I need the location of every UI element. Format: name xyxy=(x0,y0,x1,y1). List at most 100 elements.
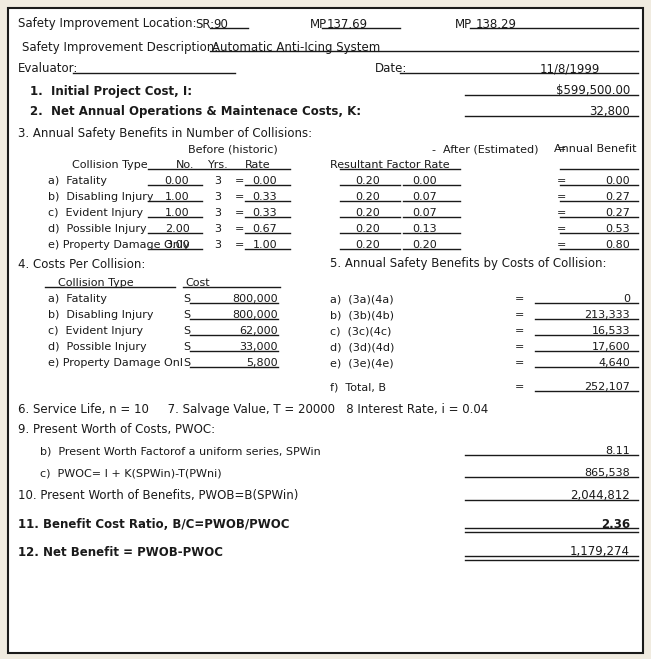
Text: =: = xyxy=(557,192,566,202)
Text: =: = xyxy=(516,342,525,352)
Text: 3. Annual Safety Benefits in Number of Collisions:: 3. Annual Safety Benefits in Number of C… xyxy=(18,127,312,140)
Text: Annual Benefit: Annual Benefit xyxy=(554,144,636,154)
Text: Collision Type: Collision Type xyxy=(72,160,148,170)
Text: b)  Present Worth Factorof a uniform series, SPWin: b) Present Worth Factorof a uniform seri… xyxy=(40,446,321,456)
Text: =: = xyxy=(516,382,525,392)
Text: 2.  Net Annual Operations & Maintenace Costs, K:: 2. Net Annual Operations & Maintenace Co… xyxy=(30,105,361,119)
Text: S: S xyxy=(183,342,190,352)
Text: =: = xyxy=(516,326,525,336)
Text: 9. Present Worth of Costs, PWOC:: 9. Present Worth of Costs, PWOC: xyxy=(18,424,215,436)
Text: b)  Disabling Injury: b) Disabling Injury xyxy=(48,192,154,202)
Text: =: = xyxy=(516,294,525,304)
Text: =: = xyxy=(557,208,566,218)
Text: MP: MP xyxy=(310,18,327,30)
Text: d)  Possible Injury: d) Possible Injury xyxy=(48,342,146,352)
Text: b)  (3b)(4b): b) (3b)(4b) xyxy=(330,310,394,320)
Text: 0.13: 0.13 xyxy=(413,224,437,234)
Text: 1.  Initial Project Cost, I:: 1. Initial Project Cost, I: xyxy=(30,84,192,98)
Text: Date:: Date: xyxy=(375,63,408,76)
Text: b)  Disabling Injury: b) Disabling Injury xyxy=(48,310,154,320)
Text: SR:: SR: xyxy=(195,18,214,30)
Text: 5. Annual Safety Benefits by Costs of Collision:: 5. Annual Safety Benefits by Costs of Co… xyxy=(330,258,607,270)
Text: 2,044,812: 2,044,812 xyxy=(570,490,630,503)
Text: 11/8/1999: 11/8/1999 xyxy=(540,63,600,76)
Text: e) Property Damage Only: e) Property Damage Only xyxy=(48,240,189,250)
Text: c)  PWOC= I + K(SPWin)-T(PWni): c) PWOC= I + K(SPWin)-T(PWni) xyxy=(40,468,221,478)
Text: -  After (Estimated): - After (Estimated) xyxy=(432,144,538,154)
Text: 213,333: 213,333 xyxy=(585,310,630,320)
Text: =: = xyxy=(557,144,566,154)
Text: 0.07: 0.07 xyxy=(413,192,437,202)
Text: 0.20: 0.20 xyxy=(355,240,380,250)
Text: $599,500.00: $599,500.00 xyxy=(556,84,630,98)
Text: S: S xyxy=(183,294,190,304)
Text: 0.20: 0.20 xyxy=(355,192,380,202)
Text: c)  (3c)(4c): c) (3c)(4c) xyxy=(330,326,391,336)
Text: MP: MP xyxy=(455,18,472,30)
Text: 62,000: 62,000 xyxy=(240,326,278,336)
Text: =: = xyxy=(235,208,245,218)
Text: 0.00: 0.00 xyxy=(605,176,630,186)
Text: 17,600: 17,600 xyxy=(591,342,630,352)
Text: 0.00: 0.00 xyxy=(165,176,189,186)
Text: 12. Net Benefit = PWOB-PWOC: 12. Net Benefit = PWOB-PWOC xyxy=(18,546,223,558)
Text: a)  (3a)(4a): a) (3a)(4a) xyxy=(330,294,394,304)
Text: =: = xyxy=(235,240,245,250)
FancyBboxPatch shape xyxy=(8,8,643,653)
Text: 252,107: 252,107 xyxy=(584,382,630,392)
Text: 1.00: 1.00 xyxy=(165,208,189,218)
Text: 865,538: 865,538 xyxy=(584,468,630,478)
Text: No.: No. xyxy=(176,160,194,170)
Text: Resultant Factor Rate: Resultant Factor Rate xyxy=(330,160,450,170)
Text: 8.11: 8.11 xyxy=(605,446,630,456)
Text: 138.29: 138.29 xyxy=(476,18,517,30)
Text: 0.00: 0.00 xyxy=(253,176,277,186)
Text: S: S xyxy=(183,358,190,368)
Text: Before (historic): Before (historic) xyxy=(188,144,278,154)
Text: =: = xyxy=(557,240,566,250)
Text: Automatic Anti-Icing System: Automatic Anti-Icing System xyxy=(212,40,380,53)
Text: 0.67: 0.67 xyxy=(253,224,277,234)
Text: 0.20: 0.20 xyxy=(355,224,380,234)
Text: 16,533: 16,533 xyxy=(592,326,630,336)
Text: Collision Type: Collision Type xyxy=(58,278,133,288)
Text: Safety Improvement Location:: Safety Improvement Location: xyxy=(18,18,197,30)
Text: S: S xyxy=(183,326,190,336)
Text: 3: 3 xyxy=(214,240,221,250)
Text: 0.20: 0.20 xyxy=(413,240,437,250)
Text: 0.33: 0.33 xyxy=(253,192,277,202)
Text: 0.27: 0.27 xyxy=(605,208,630,218)
Text: 800,000: 800,000 xyxy=(232,310,278,320)
Text: 4. Costs Per Collision:: 4. Costs Per Collision: xyxy=(18,258,145,270)
Text: 3: 3 xyxy=(214,192,221,202)
Text: 1.00: 1.00 xyxy=(253,240,277,250)
Text: S: S xyxy=(183,310,190,320)
Text: 0.00: 0.00 xyxy=(413,176,437,186)
Text: d)  (3d)(4d): d) (3d)(4d) xyxy=(330,342,395,352)
Text: 0.80: 0.80 xyxy=(605,240,630,250)
Text: e)  (3e)(4e): e) (3e)(4e) xyxy=(330,358,394,368)
Text: 10. Present Worth of Benefits, PWOB=B(SPWin): 10. Present Worth of Benefits, PWOB=B(SP… xyxy=(18,490,298,503)
Text: c)  Evident Injury: c) Evident Injury xyxy=(48,326,143,336)
Text: =: = xyxy=(516,358,525,368)
Text: d)  Possible Injury: d) Possible Injury xyxy=(48,224,146,234)
Text: Yrs.: Yrs. xyxy=(208,160,229,170)
Text: 3.00: 3.00 xyxy=(165,240,189,250)
Text: Safety Improvement Description:: Safety Improvement Description: xyxy=(22,40,218,53)
Text: 0.27: 0.27 xyxy=(605,192,630,202)
Text: Evaluator:: Evaluator: xyxy=(18,63,78,76)
Text: 1,179,274: 1,179,274 xyxy=(570,546,630,558)
Text: 2.00: 2.00 xyxy=(165,224,189,234)
Text: a)  Fatality: a) Fatality xyxy=(48,294,107,304)
Text: f)  Total, B: f) Total, B xyxy=(330,382,386,392)
Text: 0.20: 0.20 xyxy=(355,208,380,218)
Text: 0.20: 0.20 xyxy=(355,176,380,186)
Text: Cost: Cost xyxy=(185,278,210,288)
Text: 4,640: 4,640 xyxy=(598,358,630,368)
Text: =: = xyxy=(557,224,566,234)
Text: 6. Service Life, n = 10     7. Salvage Value, T = 20000   8 Interest Rate, i = 0: 6. Service Life, n = 10 7. Salvage Value… xyxy=(18,403,488,416)
Text: 0.07: 0.07 xyxy=(413,208,437,218)
Text: e) Property Damage Onl: e) Property Damage Onl xyxy=(48,358,183,368)
Text: =: = xyxy=(557,176,566,186)
Text: 0.33: 0.33 xyxy=(253,208,277,218)
